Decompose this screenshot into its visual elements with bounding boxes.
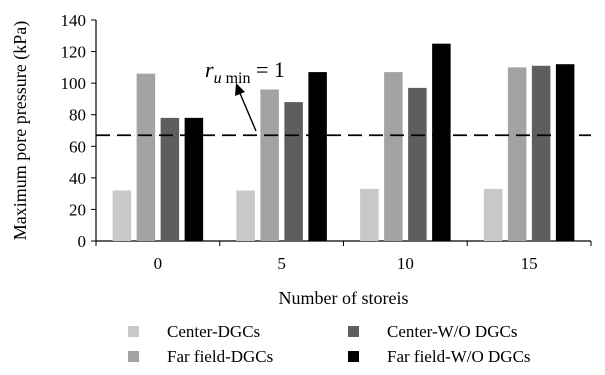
legend-label: Far field-DGCs [167, 347, 273, 366]
bar [483, 188, 503, 241]
annotation-arrow-shaft [238, 90, 257, 132]
annotation-arrowhead [235, 83, 245, 96]
legend-swatch [128, 351, 139, 362]
x-tick-label: 10 [397, 254, 414, 273]
y-tick-label: 40 [69, 169, 86, 188]
x-tick-label: 0 [154, 254, 163, 273]
bar [308, 72, 327, 241]
plot-area [95, 20, 591, 242]
y-tick-label: 100 [61, 74, 87, 93]
bar [260, 89, 279, 241]
bar [384, 72, 403, 241]
y-axis-title: Maximum pore pressure (kPa) [10, 21, 31, 240]
bar [112, 190, 132, 241]
x-tick-label: 15 [521, 254, 538, 273]
bar [236, 190, 255, 241]
bar [160, 117, 180, 241]
y-axis-ticks: 0 20 40 60 80 100 120 140 [61, 11, 96, 251]
bar [284, 102, 303, 241]
bar [507, 67, 527, 241]
ru-min-annotation: ru min = 1 [205, 57, 285, 132]
y-tick-label: 60 [69, 137, 86, 156]
y-tick-label: 120 [61, 43, 87, 62]
annotation-suffix: = 1 [250, 57, 284, 82]
legend-label: Center-W/O DGCs [387, 322, 517, 341]
y-tick-label: 140 [61, 11, 87, 30]
legend-label: Far field-W/O DGCs [387, 347, 531, 366]
x-axis-title: Number of storeis [279, 288, 409, 308]
bar [531, 65, 551, 242]
annotation-subscript: u [214, 70, 222, 87]
ru-min-label: ru min = 1 [205, 57, 285, 87]
bar [432, 43, 451, 241]
bar [360, 188, 379, 241]
bar [136, 73, 156, 242]
legend-label: Center-DGCs [167, 322, 260, 341]
legend-swatch [348, 326, 359, 337]
y-tick-label: 80 [69, 106, 86, 125]
bar [408, 87, 427, 241]
x-tick-label: 5 [277, 254, 286, 273]
y-tick-label: 20 [69, 200, 86, 219]
legend-swatch [128, 326, 139, 337]
bar [555, 64, 575, 241]
legend: Center-DGCs Far field-DGCs Center-W/O DGCs… [128, 322, 531, 366]
bar [184, 117, 204, 241]
x-axis-ticks: 0 5 10 15 [95, 241, 592, 273]
annotation-base: r [205, 57, 214, 82]
legend-swatch [348, 351, 359, 362]
annotation-subscript-rest: min [222, 70, 251, 87]
y-tick-label: 0 [78, 232, 87, 251]
